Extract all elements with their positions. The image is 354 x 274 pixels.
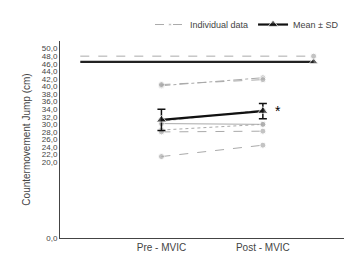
- svg-text:Countermovement Jump (cm): Countermovement Jump (cm): [21, 73, 32, 205]
- svg-text:Mean ± SD: Mean ± SD: [293, 20, 338, 30]
- svg-text:32,0: 32,0: [42, 113, 58, 122]
- svg-text:*: *: [275, 103, 281, 119]
- svg-text:46,0: 46,0: [42, 60, 58, 69]
- svg-text:38,0: 38,0: [42, 90, 58, 99]
- svg-text:Post - MVIC: Post - MVIC: [236, 242, 290, 253]
- svg-text:50,0: 50,0: [42, 44, 58, 53]
- svg-text:Pre - MVIC: Pre - MVIC: [137, 242, 186, 253]
- svg-text:34,0: 34,0: [42, 105, 58, 114]
- svg-text:30,0: 30,0: [42, 120, 58, 129]
- svg-text:28,0: 28,0: [42, 128, 58, 137]
- svg-text:40,0: 40,0: [42, 82, 58, 91]
- svg-text:26,0: 26,0: [42, 135, 58, 144]
- svg-text:22,0: 22,0: [42, 150, 58, 159]
- svg-text:36,0: 36,0: [42, 97, 58, 106]
- svg-text:Individual data: Individual data: [190, 20, 248, 30]
- svg-text:0,0: 0,0: [46, 234, 58, 243]
- svg-text:20,0: 20,0: [42, 158, 58, 167]
- svg-text:44,0: 44,0: [42, 67, 58, 76]
- svg-text:24,0: 24,0: [42, 143, 58, 152]
- svg-text:48,0: 48,0: [42, 52, 58, 61]
- svg-text:42,0: 42,0: [42, 75, 58, 84]
